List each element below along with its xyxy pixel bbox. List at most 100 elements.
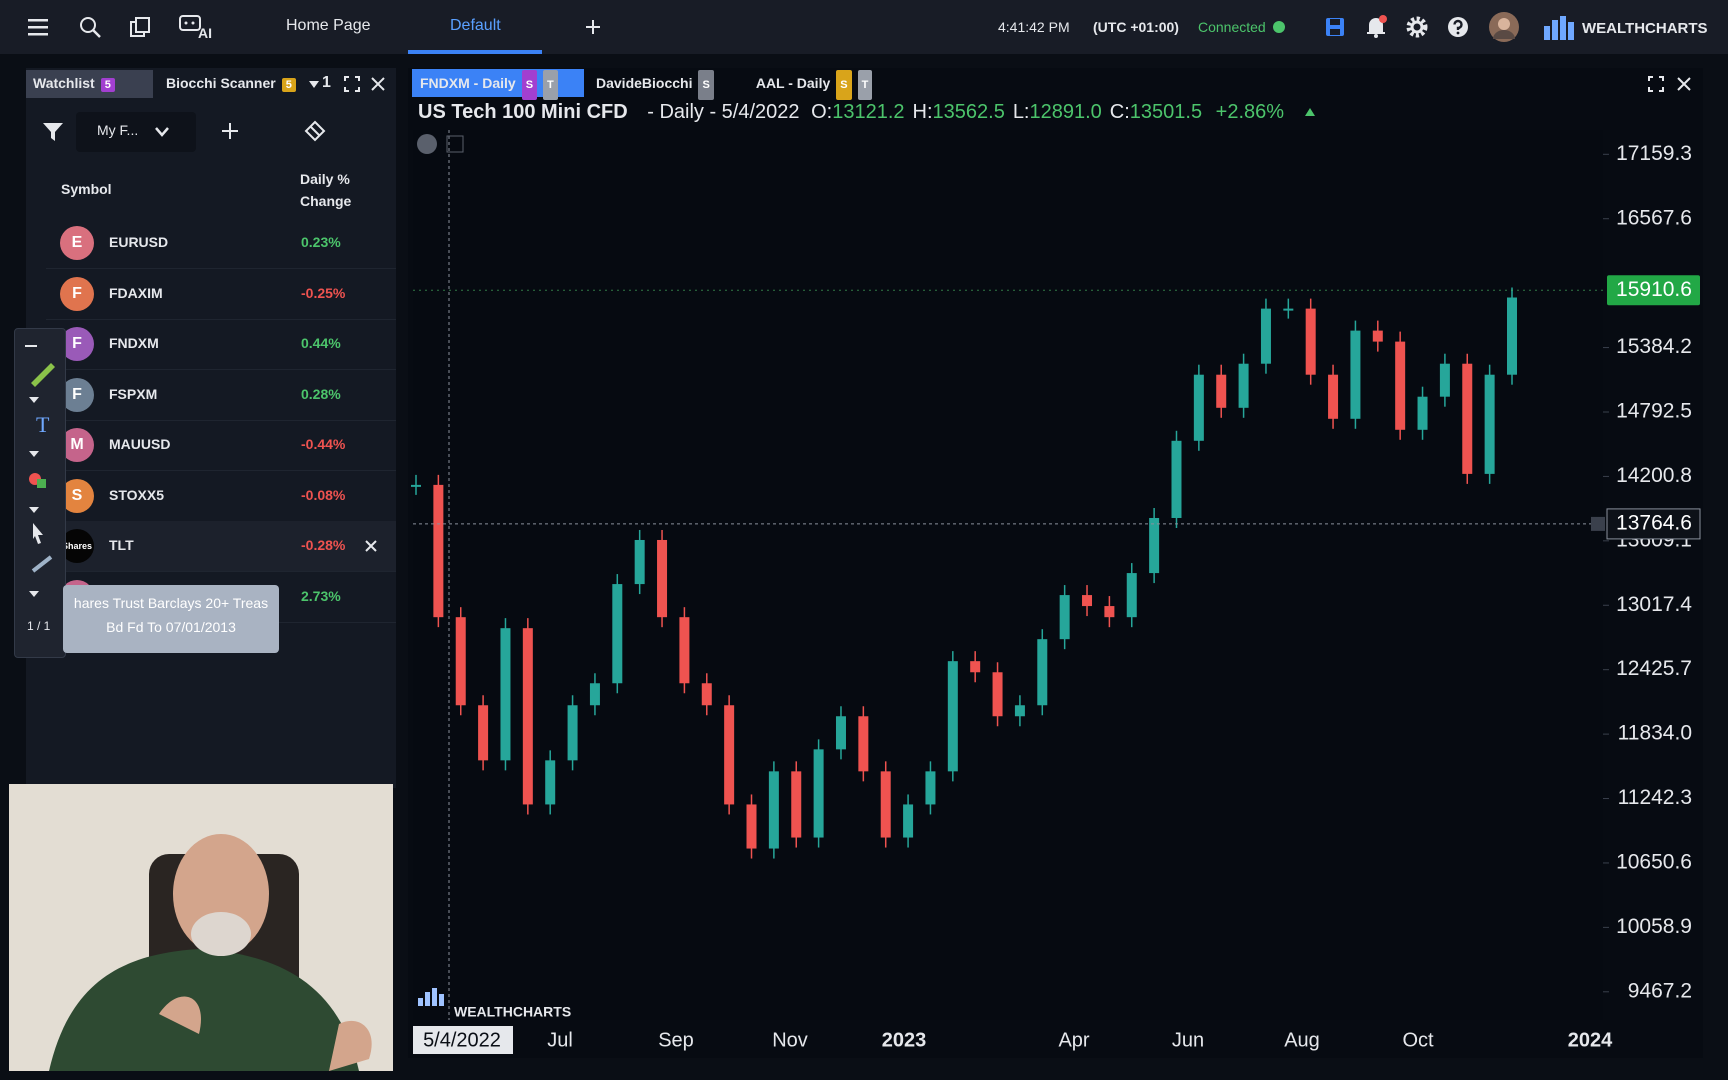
tab-badge: S [836, 70, 852, 100]
symbol[interactable]: TLT [109, 537, 134, 553]
symbol-avatar: F [60, 276, 94, 311]
daily-change: -0.08% [301, 486, 346, 503]
filter-icon[interactable] [42, 121, 64, 143]
chat-icon[interactable] [178, 13, 204, 37]
chart-tab[interactable]: DavideBiocchi S [588, 69, 722, 100]
list-name[interactable]: My F... [97, 122, 139, 138]
close-panel[interactable] [370, 76, 386, 92]
select-caret[interactable] [154, 126, 170, 138]
close-panel[interactable] [1676, 76, 1692, 92]
candle-body [679, 617, 690, 684]
candle-body [411, 484, 421, 487]
candle-body [1328, 374, 1339, 419]
tab-text[interactable]: Biocchi Scanner [166, 75, 276, 91]
candle-body [701, 683, 712, 706]
last-price-box [1607, 275, 1700, 306]
y-tick-label: 14792.5 [1616, 400, 1692, 423]
watermark-logo [439, 994, 444, 1006]
tab-label[interactable]: Watchlist 5 [33, 75, 115, 92]
active-underline [408, 50, 542, 54]
tooltip: hares Trust Barclays 20+ Treas Bd Fd To … [63, 585, 279, 653]
symbol[interactable]: FDAXIM [109, 284, 163, 301]
tab-label[interactable]: DavideBiocchi [596, 75, 693, 91]
candle-body [522, 628, 533, 805]
candle-body [992, 672, 1003, 717]
maximize[interactable] [1648, 76, 1664, 92]
webcam-video [9, 784, 393, 1071]
candle-body [835, 716, 846, 750]
tab-badge: 5 [281, 78, 296, 92]
x-tick-label: Oct [1402, 1029, 1434, 1051]
ohlc-value: 13501.5 [1129, 101, 1203, 123]
remove-symbol[interactable] [364, 539, 378, 553]
drawing-tools[interactable]: T [21, 339, 59, 609]
x-tick-label: 5/4/2022 [423, 1029, 501, 1051]
watchlist-tab[interactable] [26, 70, 153, 98]
tooltip-line: hares Trust Barclays 20+ Treas [73, 595, 269, 611]
y-tick-label: 9467.2 [1628, 979, 1692, 1002]
y-tick-label: 14200.8 [1616, 464, 1692, 487]
chart-control [446, 135, 464, 153]
list-select[interactable] [76, 112, 196, 152]
symbol[interactable]: MAUUSD [109, 436, 171, 452]
tab-badge: T [857, 70, 873, 100]
add-symbol[interactable] [220, 121, 240, 141]
search-icon[interactable] [78, 15, 102, 39]
drawing-toolbar: T 1 / 1 [14, 328, 66, 658]
tab-label[interactable]: AAL - Daily [755, 75, 831, 91]
watchlist-row[interactable]: F FDAXIM -0.25% [46, 269, 396, 320]
x-tick-label: Sep [658, 1029, 694, 1051]
ohlc-key: O: [811, 101, 833, 123]
alerts-icon[interactable] [1364, 14, 1388, 40]
candle-body [947, 661, 958, 772]
column-header[interactable]: Symbol [61, 181, 112, 197]
symbol-avatar: E [60, 226, 94, 260]
column-header[interactable]: Daily % Change [300, 171, 352, 209]
text-tool[interactable]: T [36, 412, 50, 437]
chart-tabs: FNDXM - Daily S T DavideBiocchi S AAL - Daily… [412, 69, 906, 100]
tab-label[interactable]: FNDXM - Daily [420, 75, 516, 91]
add-tab[interactable] [584, 18, 602, 36]
watermark-logo [425, 992, 430, 1006]
symbol[interactable]: FSPXM [109, 385, 158, 402]
candle-body [1260, 308, 1271, 364]
symbol[interactable]: EURUSD [109, 234, 169, 250]
plot-area [413, 130, 1603, 1020]
candle-body [1439, 363, 1450, 397]
y-tick-label: 10058.9 [1616, 915, 1692, 938]
maximize[interactable] [344, 76, 360, 92]
y-tick-label: 16567.6 [1616, 206, 1692, 229]
tab-label[interactable]: Biocchi Scanner 5 [166, 75, 316, 92]
tab-dropdown[interactable] [308, 78, 320, 90]
daily-change: -0.44% [301, 436, 346, 452]
x-tick-label: Apr [1058, 1029, 1089, 1051]
ai-label[interactable]: AI [198, 25, 212, 41]
candle-body [433, 484, 444, 618]
candle-body [1193, 374, 1204, 441]
candle-body [478, 705, 489, 761]
chart-tab[interactable]: FNDXM - Daily S T [412, 69, 584, 100]
symbol[interactable]: FNDXM [109, 335, 159, 351]
brand-logo [1544, 16, 1574, 40]
menu-icon[interactable] [26, 15, 50, 39]
watchlist-row[interactable]: Shares TLT -0.28% [46, 521, 396, 572]
eraser-icon[interactable] [304, 120, 326, 142]
watchlist-row[interactable]: E EURUSD 0.23% [46, 218, 396, 269]
settings-icon[interactable] [1405, 15, 1429, 39]
status-dot [1273, 21, 1285, 33]
tab-text[interactable]: Watchlist [33, 75, 95, 91]
nav-tab[interactable]: Default [450, 17, 501, 34]
nav-tab[interactable]: Home Page [286, 17, 371, 34]
symbol[interactable]: STOXX5 [109, 486, 164, 503]
help-icon[interactable] [1446, 15, 1470, 39]
layouts-icon[interactable] [128, 15, 152, 39]
save-icon[interactable] [1323, 15, 1347, 39]
avatar-letter: F [72, 385, 82, 403]
candle-body [1014, 705, 1025, 717]
user-avatar[interactable] [1488, 11, 1520, 43]
candle-body [880, 771, 891, 838]
chart-tab[interactable]: AAL - Daily S T [748, 69, 881, 100]
instrument-name: US Tech 100 Mini CFD [418, 101, 628, 123]
remove-x [365, 540, 377, 552]
candle-body [1350, 330, 1361, 419]
